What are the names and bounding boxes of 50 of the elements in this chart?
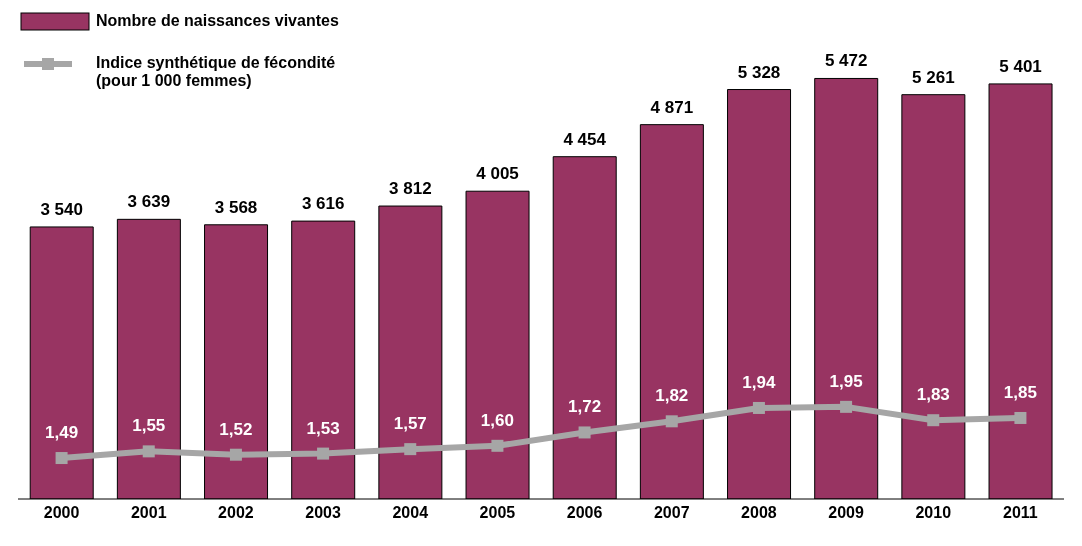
data-label: 1,85 (1003, 382, 1037, 402)
data-label: 1,95 (829, 371, 863, 391)
legend-label: Indice synthétique de fécondité (pour 1 000 femmes) (96, 54, 337, 90)
data-label: 1,52 (219, 419, 253, 439)
data-label: 1,82 (655, 386, 689, 406)
data-label: 1,57 (393, 414, 427, 434)
data-label: 5 261 (912, 67, 955, 87)
data-label: 1,49 (45, 423, 79, 443)
data-label: 1,94 (742, 372, 776, 392)
point (404, 443, 417, 456)
x-tick-label: 2000 (43, 504, 80, 522)
data-label: 5 472 (824, 51, 868, 71)
x-tick-label: 2005 (479, 504, 516, 522)
x-tick-label: 2010 (915, 504, 952, 522)
point (229, 448, 242, 461)
x-tick-label: 2007 (653, 504, 690, 522)
point (578, 426, 591, 439)
x-tick-label: 2009 (828, 504, 864, 522)
legend-label: Nombre de naissances vivantes (96, 12, 340, 30)
data-label: 1,72 (568, 397, 602, 417)
x-tick-label: 2008 (741, 504, 777, 522)
data-label: 3 568 (214, 197, 258, 217)
data-label: 1,83 (916, 385, 950, 405)
data-label: 3 540 (40, 199, 83, 219)
data-label: 1,60 (480, 410, 514, 430)
point (665, 415, 678, 428)
x-tick-label: 2002 (218, 504, 254, 522)
point (840, 400, 853, 413)
data-label: 3 616 (301, 194, 345, 214)
data-label: 3 812 (389, 179, 432, 199)
data-label: 3 639 (127, 192, 171, 212)
data-label: 5 401 (999, 56, 1042, 76)
data-label: 4 454 (563, 129, 607, 149)
x-tick-label: 2011 (1003, 504, 1038, 522)
point (142, 445, 155, 458)
data-label: 5 328 (737, 62, 781, 82)
point (491, 439, 504, 452)
data-label: 1,55 (132, 416, 166, 436)
data-label: 4 005 (476, 164, 519, 184)
data-label: 4 871 (650, 97, 694, 117)
point (55, 452, 68, 465)
x-tick-label: 2003 (305, 504, 341, 522)
x-tick-label: 2001 (130, 504, 167, 522)
x-tick-label: 2006 (566, 504, 603, 522)
data-label: 1,53 (306, 418, 340, 438)
x-tick-label: 2004 (392, 504, 429, 522)
point (752, 401, 765, 414)
point (1014, 411, 1027, 424)
point (317, 447, 330, 460)
point (927, 414, 940, 427)
